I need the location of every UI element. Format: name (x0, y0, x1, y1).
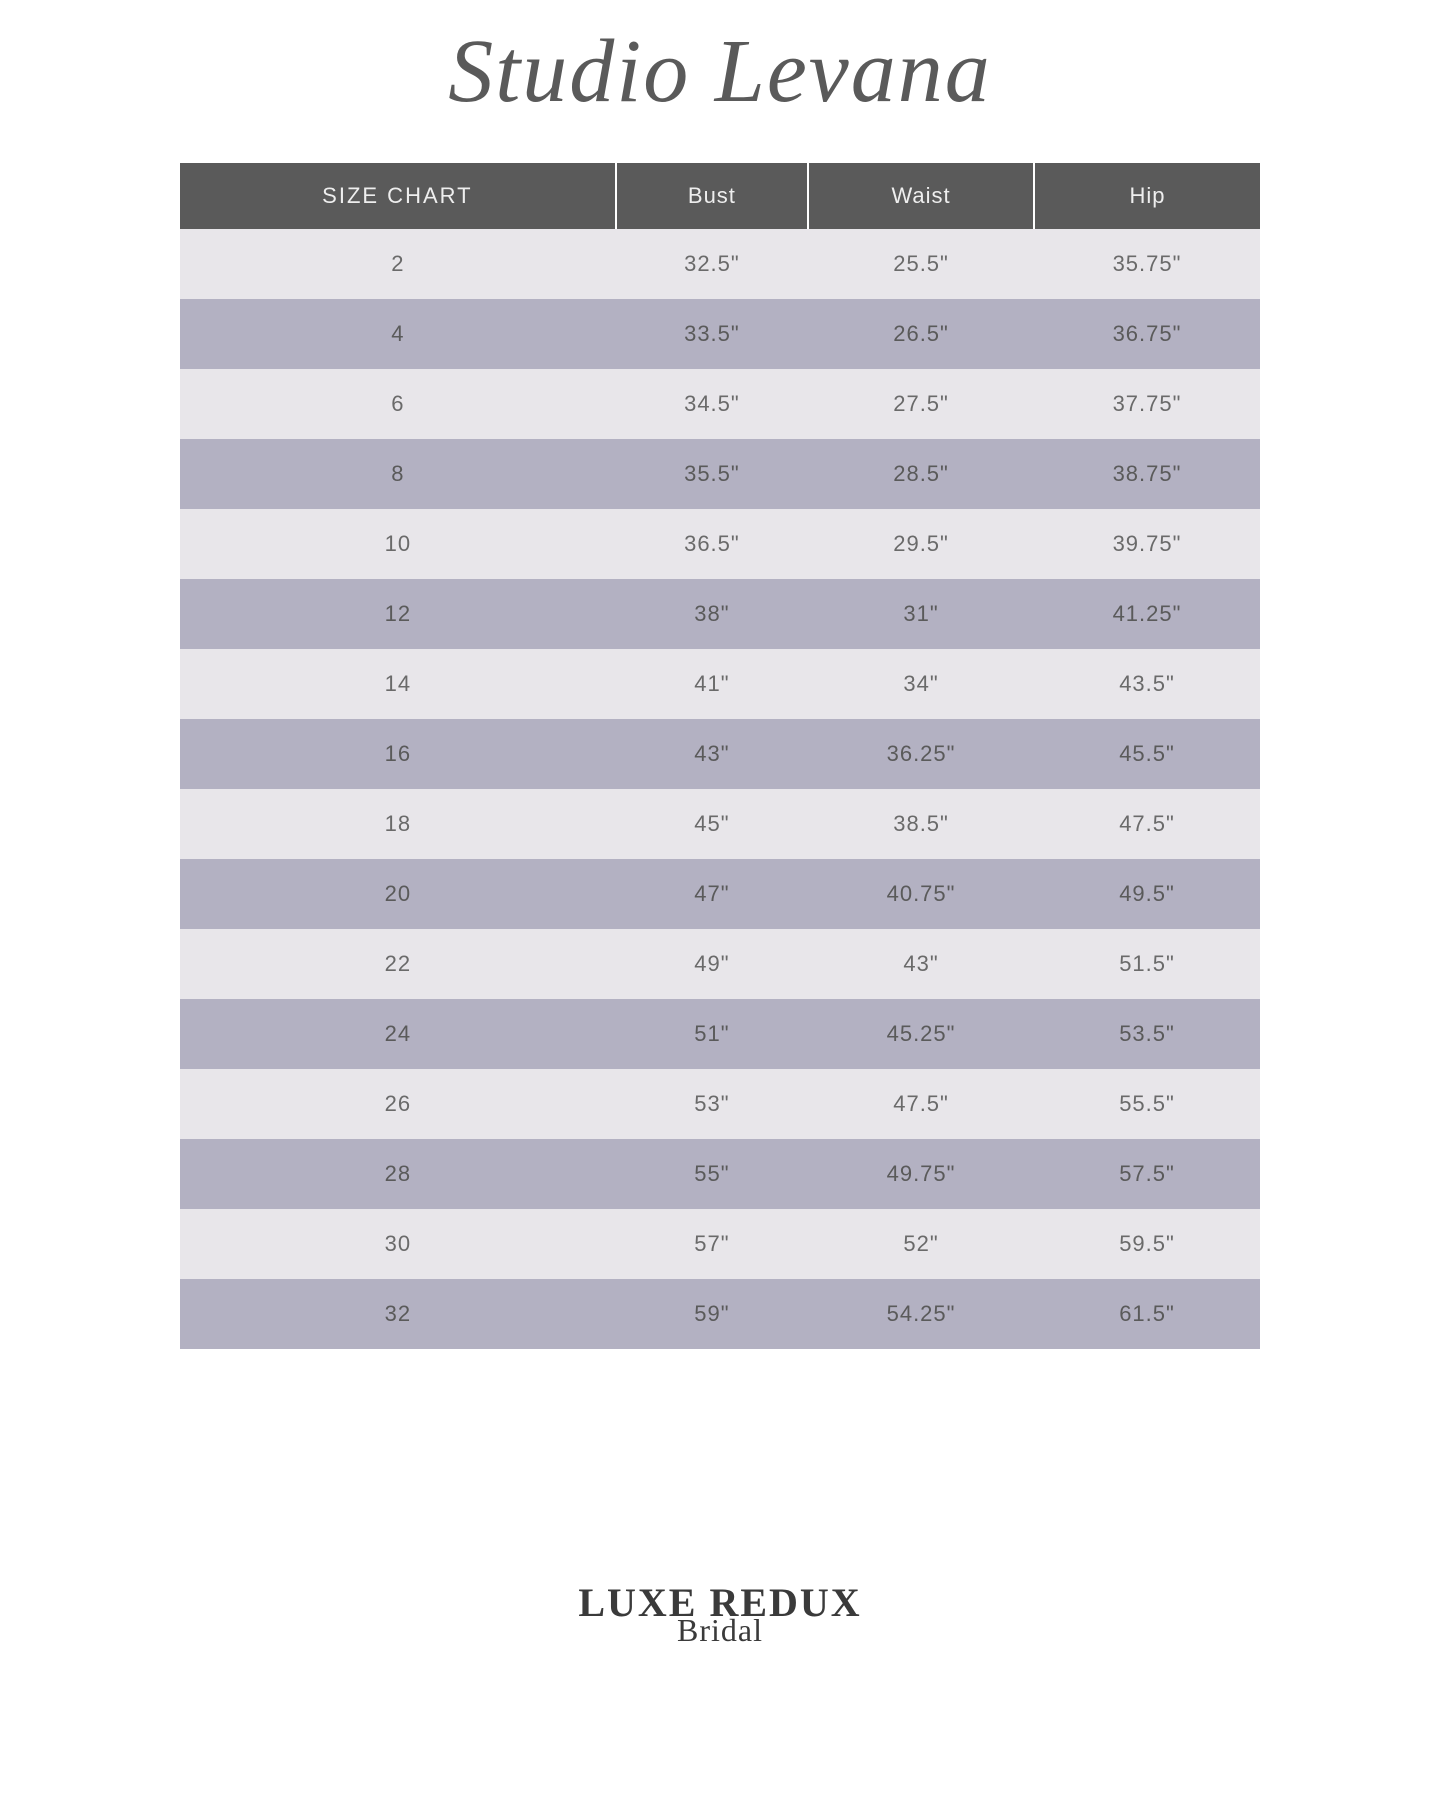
cell-waist: 54.25" (808, 1279, 1034, 1349)
cell-bust: 38" (616, 579, 808, 649)
table-row: 1643"36.25"45.5" (180, 719, 1260, 789)
cell-hip: 41.25" (1034, 579, 1260, 649)
cell-hip: 49.5" (1034, 859, 1260, 929)
cell-bust: 53" (616, 1069, 808, 1139)
cell-size: 22 (180, 929, 616, 999)
cell-size: 28 (180, 1139, 616, 1209)
cell-waist: 36.25" (808, 719, 1034, 789)
cell-size: 6 (180, 369, 616, 439)
table-row: 3259"54.25"61.5" (180, 1279, 1260, 1349)
table-row: 2855"49.75"57.5" (180, 1139, 1260, 1209)
cell-size: 4 (180, 299, 616, 369)
cell-bust: 59" (616, 1279, 808, 1349)
table-row: 433.5"26.5"36.75" (180, 299, 1260, 369)
cell-hip: 59.5" (1034, 1209, 1260, 1279)
table-row: 1845"38.5"47.5" (180, 789, 1260, 859)
cell-size: 8 (180, 439, 616, 509)
table-row: 1036.5"29.5"39.75" (180, 509, 1260, 579)
cell-size: 18 (180, 789, 616, 859)
cell-size: 16 (180, 719, 616, 789)
cell-hip: 47.5" (1034, 789, 1260, 859)
cell-bust: 45" (616, 789, 808, 859)
cell-waist: 47.5" (808, 1069, 1034, 1139)
cell-size: 12 (180, 579, 616, 649)
brand-title: Studio Levana (0, 20, 1440, 123)
table-header-row: SIZE CHART Bust Waist Hip (180, 163, 1260, 229)
cell-bust: 55" (616, 1139, 808, 1209)
cell-size: 14 (180, 649, 616, 719)
cell-waist: 25.5" (808, 229, 1034, 299)
cell-hip: 61.5" (1034, 1279, 1260, 1349)
col-hip: Hip (1034, 163, 1260, 229)
cell-hip: 39.75" (1034, 509, 1260, 579)
cell-bust: 36.5" (616, 509, 808, 579)
cell-waist: 49.75" (808, 1139, 1034, 1209)
cell-hip: 36.75" (1034, 299, 1260, 369)
table-row: 1441"34"43.5" (180, 649, 1260, 719)
table-row: 3057"52"59.5" (180, 1209, 1260, 1279)
cell-size: 24 (180, 999, 616, 1069)
cell-hip: 45.5" (1034, 719, 1260, 789)
cell-bust: 43" (616, 719, 808, 789)
table-row: 232.5"25.5"35.75" (180, 229, 1260, 299)
col-waist: Waist (808, 163, 1034, 229)
cell-waist: 26.5" (808, 299, 1034, 369)
cell-bust: 49" (616, 929, 808, 999)
table-body: 232.5"25.5"35.75"433.5"26.5"36.75"634.5"… (180, 229, 1260, 1349)
cell-waist: 43" (808, 929, 1034, 999)
cell-hip: 55.5" (1034, 1069, 1260, 1139)
cell-waist: 40.75" (808, 859, 1034, 929)
cell-bust: 35.5" (616, 439, 808, 509)
table-row: 2249"43"51.5" (180, 929, 1260, 999)
cell-waist: 27.5" (808, 369, 1034, 439)
cell-waist: 31" (808, 579, 1034, 649)
cell-bust: 32.5" (616, 229, 808, 299)
table-row: 2451"45.25"53.5" (180, 999, 1260, 1069)
cell-waist: 52" (808, 1209, 1034, 1279)
cell-bust: 47" (616, 859, 808, 929)
cell-hip: 53.5" (1034, 999, 1260, 1069)
table-row: 835.5"28.5"38.75" (180, 439, 1260, 509)
cell-hip: 51.5" (1034, 929, 1260, 999)
col-bust: Bust (616, 163, 808, 229)
table-row: 634.5"27.5"37.75" (180, 369, 1260, 439)
table-row: 2047"40.75"49.5" (180, 859, 1260, 929)
cell-size: 2 (180, 229, 616, 299)
cell-size: 32 (180, 1279, 616, 1349)
cell-size: 10 (180, 509, 616, 579)
table-row: 2653"47.5"55.5" (180, 1069, 1260, 1139)
cell-hip: 38.75" (1034, 439, 1260, 509)
cell-size: 20 (180, 859, 616, 929)
cell-waist: 38.5" (808, 789, 1034, 859)
size-chart-table: SIZE CHART Bust Waist Hip 232.5"25.5"35.… (180, 163, 1260, 1349)
cell-bust: 51" (616, 999, 808, 1069)
cell-waist: 28.5" (808, 439, 1034, 509)
col-size: SIZE CHART (180, 163, 616, 229)
cell-size: 30 (180, 1209, 616, 1279)
cell-bust: 57" (616, 1209, 808, 1279)
cell-waist: 34" (808, 649, 1034, 719)
cell-hip: 37.75" (1034, 369, 1260, 439)
cell-hip: 57.5" (1034, 1139, 1260, 1209)
brand-title-area: Studio Levana (0, 20, 1440, 123)
cell-hip: 43.5" (1034, 649, 1260, 719)
cell-bust: 34.5" (616, 369, 808, 439)
cell-waist: 45.25" (808, 999, 1034, 1069)
cell-bust: 41" (616, 649, 808, 719)
cell-size: 26 (180, 1069, 616, 1139)
cell-waist: 29.5" (808, 509, 1034, 579)
footer-logo: LUXE REDUX Bridal (578, 1579, 861, 1649)
cell-hip: 35.75" (1034, 229, 1260, 299)
table-row: 1238"31"41.25" (180, 579, 1260, 649)
cell-bust: 33.5" (616, 299, 808, 369)
